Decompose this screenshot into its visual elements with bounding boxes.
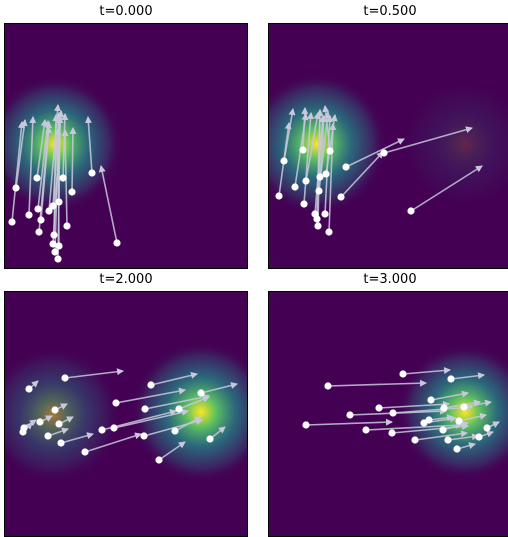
particle-point: [35, 228, 42, 235]
particle-point: [399, 370, 406, 377]
particle-point: [455, 417, 462, 424]
particle-point: [51, 248, 58, 255]
particle-point: [206, 435, 213, 442]
plot-area-t0: [4, 23, 248, 269]
particle-point: [25, 211, 32, 218]
plot-area-t2: [4, 291, 248, 537]
particle-point: [54, 255, 61, 262]
particle-point: [61, 374, 68, 381]
particle-point: [49, 202, 56, 209]
particle-point: [33, 174, 40, 181]
particle-point: [302, 421, 309, 428]
particle-point: [20, 424, 27, 431]
particle-point: [55, 198, 62, 205]
plot-area-t05: [268, 23, 508, 269]
chart-title: t=2.000: [5, 272, 247, 287]
particle-point: [175, 405, 182, 412]
particle-point: [325, 228, 332, 235]
chart-title: t=0.000: [5, 4, 247, 19]
particle-point: [299, 146, 306, 153]
particle-point: [427, 396, 434, 403]
particle-point: [280, 157, 287, 164]
particle-point: [55, 420, 62, 427]
particle-point: [197, 389, 204, 396]
particle-point: [110, 424, 117, 431]
particle-point: [140, 432, 147, 439]
particle-point: [337, 193, 344, 200]
particle-point: [25, 385, 32, 392]
particle-point: [155, 456, 162, 463]
particle-point: [171, 427, 178, 434]
particle-point: [314, 222, 321, 229]
particle-point: [321, 210, 328, 217]
chart-title: t=3.000: [269, 272, 508, 287]
particle-point: [425, 416, 432, 423]
particle-point: [324, 382, 331, 389]
particle-point: [59, 174, 66, 181]
chart-title: t=0.500: [269, 4, 508, 19]
particle-point: [388, 429, 395, 436]
particle-point: [57, 439, 64, 446]
velocity-arrow: [72, 128, 73, 192]
particle-point: [12, 184, 19, 191]
particle-point: [275, 192, 282, 199]
particle-point: [300, 200, 307, 207]
particle-point: [326, 147, 333, 154]
particle-point: [447, 375, 454, 382]
particle-point: [440, 404, 447, 411]
particle-point: [36, 418, 43, 425]
particle-point: [81, 448, 88, 455]
particle-point: [380, 149, 387, 156]
particle-point: [147, 381, 154, 388]
particle-point: [475, 433, 482, 440]
particle-point: [98, 426, 105, 433]
particle-point: [34, 205, 41, 212]
particle-point: [453, 445, 460, 452]
particle-point: [411, 436, 418, 443]
particle-point: [50, 231, 57, 238]
particle-point: [375, 404, 382, 411]
particle-point: [113, 239, 120, 246]
particle-point: [141, 405, 148, 412]
particle-point: [112, 399, 119, 406]
particle-point: [68, 188, 75, 195]
particle-point: [460, 403, 467, 410]
particle-point: [389, 409, 396, 416]
particle-point: [37, 216, 44, 223]
particle-point: [407, 207, 414, 214]
particle-point: [51, 406, 58, 413]
particle-point: [8, 218, 15, 225]
particle-point: [44, 432, 51, 439]
particle-point: [315, 187, 322, 194]
particle-point: [342, 163, 349, 170]
particle-point: [313, 215, 320, 222]
particle-point: [88, 169, 95, 176]
particle-point: [439, 426, 446, 433]
particle-point: [444, 436, 451, 443]
particle-point: [346, 411, 353, 418]
particle-point: [291, 183, 298, 190]
particle-point: [322, 170, 329, 177]
plot-area-t3: [268, 291, 508, 537]
particle-point: [362, 426, 369, 433]
particle-point: [63, 222, 70, 229]
particle-point: [483, 424, 490, 431]
particle-point: [55, 242, 62, 249]
particle-point: [302, 177, 309, 184]
